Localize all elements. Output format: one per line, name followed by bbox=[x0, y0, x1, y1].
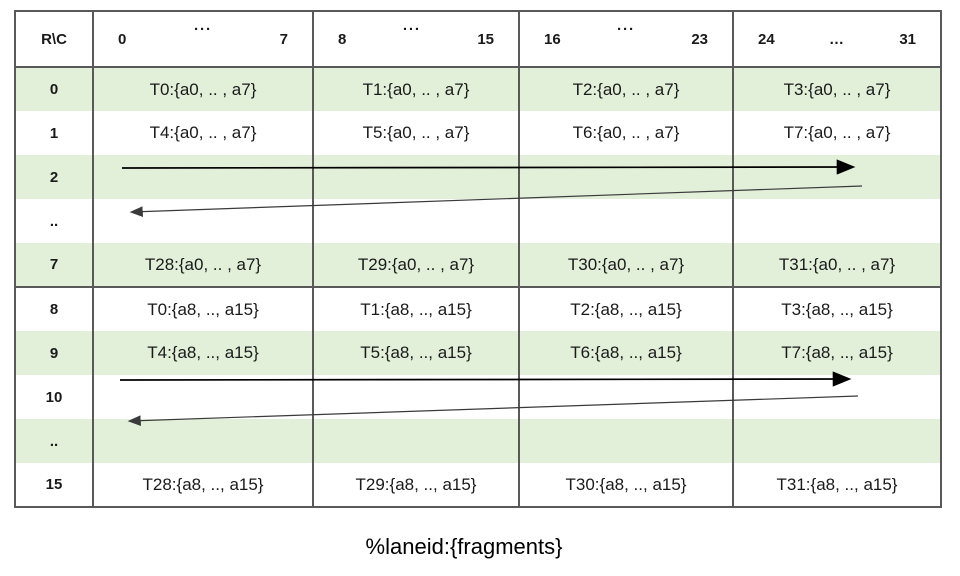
fragment-cell: T28:{a8, .., a15} bbox=[92, 463, 313, 507]
fragment-cell bbox=[732, 155, 941, 199]
fragment-cell: T5:{a8, .., a15} bbox=[312, 331, 519, 375]
col-start: 8 bbox=[338, 30, 347, 48]
fragment-cell: T2:{a0, .. , a7} bbox=[518, 67, 733, 111]
table-row-0: 0 T0:{a0, .. , a7} T1:{a0, .. , a7} T2:{… bbox=[15, 67, 941, 111]
fragment-cell: T3:{a0, .. , a7} bbox=[732, 67, 941, 111]
fragment-cell: T31:{a0, .. , a7} bbox=[732, 243, 941, 287]
fragment-cell: T1:{a0, .. , a7} bbox=[312, 67, 519, 111]
fragment-cell bbox=[312, 155, 519, 199]
fragment-cell bbox=[732, 199, 941, 243]
row-label: 10 bbox=[45, 388, 63, 406]
table-row-1: 1 T4:{a0, .. , a7} T5:{a0, .. , a7} T6:{… bbox=[15, 111, 941, 155]
fragment-cell: T6:{a8, .., a15} bbox=[518, 331, 733, 375]
table-row-7: 7 T28:{a0, .. , a7} T29:{a0, .. , a7} T3… bbox=[15, 243, 941, 287]
row-label: 1 bbox=[49, 124, 59, 142]
col-header-24-31: 24 … 31 bbox=[732, 11, 941, 68]
fragment-cell bbox=[92, 375, 313, 419]
table-row-dots-lower: .. bbox=[15, 419, 941, 463]
fragment-cell: T28:{a0, .. , a7} bbox=[92, 243, 313, 287]
fragment-cell: T2:{a8, .., a15} bbox=[518, 286, 733, 331]
table-row-8: 8 T0:{a8, .., a15} T1:{a8, .., a15} T2:{… bbox=[15, 286, 941, 331]
fragment-cell bbox=[92, 419, 313, 463]
fragment-cell: T0:{a8, .., a15} bbox=[92, 286, 313, 331]
laneid-table: R\C 0 ··· 7 8 ··· 15 bbox=[14, 10, 942, 508]
row-label: 2 bbox=[49, 168, 59, 186]
col-header-8-15: 8 ··· 15 bbox=[312, 11, 519, 68]
header-row: R\C 0 ··· 7 8 ··· 15 bbox=[15, 11, 941, 68]
fragment-cell bbox=[732, 375, 941, 419]
col-start: 24 bbox=[758, 30, 775, 48]
figure-caption: %laneid:{fragments} bbox=[365, 534, 563, 559]
col-start: 16 bbox=[544, 30, 561, 48]
col-header-0-7: 0 ··· 7 bbox=[92, 11, 313, 68]
row-label: 0 bbox=[49, 81, 59, 98]
fragment-cell bbox=[518, 155, 733, 199]
fragment-cell: T6:{a0, .. , a7} bbox=[518, 111, 733, 155]
col-end: 31 bbox=[899, 30, 916, 48]
fragment-cell bbox=[732, 419, 941, 463]
fragment-cell bbox=[518, 199, 733, 243]
col-end: 15 bbox=[477, 30, 494, 48]
row-label: .. bbox=[49, 432, 59, 450]
fragment-cell: T0:{a0, .. , a7} bbox=[92, 67, 313, 111]
table-row-10: 10 bbox=[15, 375, 941, 419]
table-row-9: 9 T4:{a8, .., a15} T5:{a8, .., a15} T6:{… bbox=[15, 331, 941, 375]
fragment-cell: T1:{a8, .., a15} bbox=[312, 286, 519, 331]
col-start: 0 bbox=[118, 30, 127, 48]
row-label: .. bbox=[49, 212, 59, 230]
table-row-15: 15 T28:{a8, .., a15} T29:{a8, .., a15} T… bbox=[15, 463, 941, 507]
table-row-2: 2 bbox=[15, 155, 941, 199]
fragment-cell: T7:{a0, .. , a7} bbox=[732, 111, 941, 155]
fragment-cell bbox=[312, 199, 519, 243]
row-label: 15 bbox=[45, 476, 63, 493]
fragment-cell: T3:{a8, .., a15} bbox=[732, 286, 941, 331]
col-end: 23 bbox=[691, 30, 708, 48]
ellipsis-dots: ··· bbox=[617, 20, 635, 38]
row-label: 7 bbox=[49, 256, 59, 273]
fragment-cell bbox=[518, 375, 733, 419]
fragment-cell: T4:{a0, .. , a7} bbox=[92, 111, 313, 155]
ellipsis-dots: ··· bbox=[402, 20, 421, 38]
fragment-cell: T7:{a8, .., a15} bbox=[732, 331, 941, 375]
fragment-cell bbox=[312, 419, 519, 463]
fragment-cell: T4:{a8, .., a15} bbox=[92, 331, 313, 375]
fragment-cell bbox=[92, 155, 313, 199]
ellipsis-dots: … bbox=[829, 30, 845, 48]
fragment-cell bbox=[92, 199, 313, 243]
col-header-16-23: 16 ··· 23 bbox=[518, 11, 733, 68]
corner-label: R\C bbox=[15, 11, 93, 68]
fragment-cell: T29:{a8, .., a15} bbox=[312, 463, 519, 507]
table-row-dots-upper: .. bbox=[15, 199, 941, 243]
row-label: 9 bbox=[49, 344, 59, 362]
ellipsis-dots: ··· bbox=[194, 20, 212, 38]
fragment-cell: T30:{a8, .., a15} bbox=[518, 463, 733, 507]
fragment-cell: T29:{a0, .. , a7} bbox=[312, 243, 519, 287]
col-end: 7 bbox=[279, 30, 288, 48]
fragment-cell bbox=[312, 375, 519, 419]
row-label: 8 bbox=[15, 286, 93, 331]
fragment-cell bbox=[518, 419, 733, 463]
fragment-cell: T31:{a8, .., a15} bbox=[732, 463, 941, 507]
fragment-cell: T5:{a0, .. , a7} bbox=[312, 111, 519, 155]
fragment-cell: T30:{a0, .. , a7} bbox=[518, 243, 733, 287]
